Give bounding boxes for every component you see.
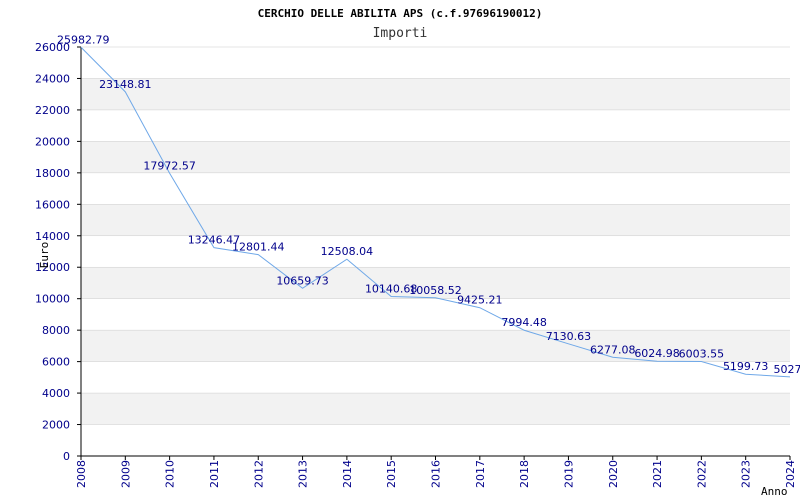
x-tick-label: 2015 [385,460,398,488]
data-label: 7994.48 [501,316,547,329]
data-label: 9425.21 [457,294,503,307]
x-tick-label: 2021 [651,460,664,488]
grid-band [81,204,790,236]
y-tick-label: 24000 [35,72,70,85]
y-tick-label: 16000 [35,198,70,211]
y-tick-label: 8000 [42,324,70,337]
x-tick-label: 2022 [695,460,708,488]
grid-band [81,393,790,425]
data-label: 6277.08 [590,343,636,356]
x-tick-label: 2012 [252,460,265,488]
grid-band [81,141,790,173]
data-labels: 25982.79 23148.81 17972.57 13246.4712801.44… [57,33,800,376]
x-tick-label: 2011 [208,460,221,488]
y-tick-label: 6000 [42,356,70,369]
y-tick-label: 12000 [35,261,70,274]
x-axis-label: Anno [761,485,788,498]
chart-subtitle: Importi [373,26,428,41]
data-label: 13246.47 [188,234,241,247]
x-axis-ticks: 2008 2009 2010 2011 2012 2013 2014 2015 2016 2017… [75,456,797,488]
y-tick-label: 26000 [35,41,70,54]
data-label: 5199.73 [723,360,769,373]
data-label: 6003.55 [679,348,725,361]
grid-bands [81,78,790,425]
x-tick-label: 2008 [75,460,88,488]
x-tick-label: 2020 [607,460,620,488]
grid-band [81,267,790,299]
data-label: 10659.73 [276,274,329,287]
data-label: 10140.68 [365,282,418,295]
x-tick-label: 2017 [474,460,487,488]
data-label: 10058.52 [409,284,462,297]
data-label: 17972.57 [143,159,196,172]
x-tick-label: 2016 [430,460,443,488]
y-tick-label: 2000 [42,419,70,432]
y-axis-ticks: 0 2000 4000 6000 8000 10000 12000 14000 16000 180… [35,41,81,463]
y-tick-label: 18000 [35,167,70,180]
data-label: 12508.04 [321,245,374,258]
chart-title: CERCHIO DELLE ABILITA APS (c.f.976961900… [258,7,543,20]
x-tick-label: 2018 [518,460,531,488]
grid-band [81,78,790,110]
data-label: 5027.4 [774,363,800,376]
y-tick-label: 14000 [35,230,70,243]
data-label: 7130.63 [546,330,592,343]
data-label: 23148.81 [99,78,152,91]
y-tick-label: 20000 [35,135,70,148]
x-tick-label: 2023 [740,460,753,488]
x-tick-label: 2013 [297,460,310,488]
x-tick-label: 2014 [341,460,354,488]
y-tick-label: 10000 [35,293,70,306]
data-label: 6024.98 [634,347,680,360]
y-tick-label: 4000 [42,387,70,400]
series-line [80,46,791,378]
grid-band [81,330,790,362]
x-tick-label: 2009 [119,460,132,488]
y-tick-label: 22000 [35,104,70,117]
data-label: 25982.79 [57,33,110,46]
x-tick-label: 2024 [784,460,797,488]
x-tick-label: 2019 [562,460,575,488]
data-label: 12801.44 [232,241,285,254]
y-tick-label: 0 [63,450,70,463]
x-tick-label: 2010 [164,460,177,488]
y-axis-label: Euro [38,242,51,269]
